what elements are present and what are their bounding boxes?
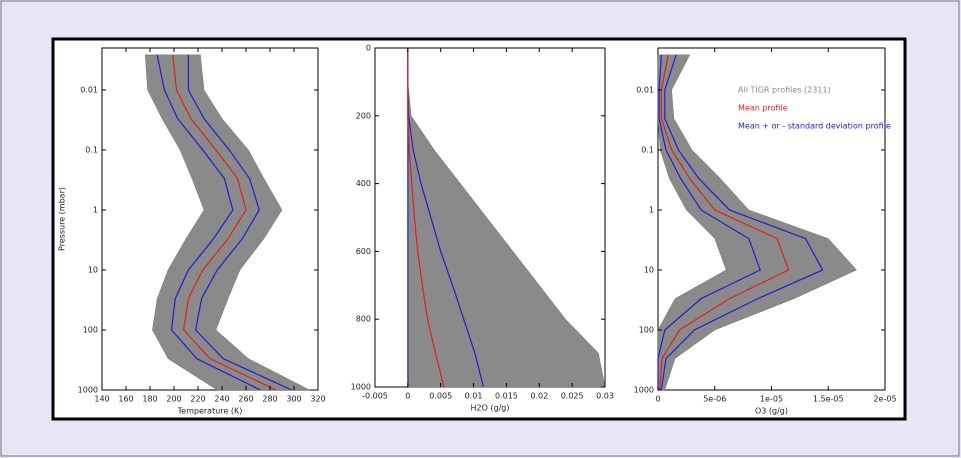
y-tick-label: 0.1 <box>85 145 98 154</box>
x-tick-label: 5e-06 <box>703 395 726 404</box>
x-tick-label: 260 <box>238 395 253 404</box>
y-tick-label: 1000 <box>78 386 98 395</box>
y-axis-label: Pressure (mbar) <box>58 187 67 251</box>
y-tick-label: 0.1 <box>641 145 654 154</box>
profile-line <box>156 54 261 391</box>
y-tick-label: 1000 <box>351 383 371 392</box>
y-tick-label: 400 <box>356 179 371 188</box>
y-tick-label: 10 <box>88 265 98 274</box>
profile-line <box>187 54 292 391</box>
y-tick-label: 0 <box>366 44 371 53</box>
profile-line <box>657 54 761 390</box>
x-tick-label: 2e-05 <box>873 395 896 404</box>
y-tick-label: 800 <box>356 315 371 324</box>
x-tick-label: 200 <box>166 395 181 404</box>
profile-line <box>172 54 277 391</box>
x-tick-label: 320 <box>310 395 325 404</box>
x-tick-label: 0 <box>405 392 410 401</box>
x-axis-label: Temperature (K) <box>177 407 243 416</box>
x-tick-label: 280 <box>262 395 277 404</box>
x-axis-label: O3 (g/g) <box>755 407 788 416</box>
x-tick-label: 1.5e-05 <box>813 395 844 404</box>
profile-envelope <box>144 54 310 391</box>
x-tick-label: 0.005 <box>429 392 452 401</box>
y-tick-label: 200 <box>356 111 371 120</box>
y-tick-label: 600 <box>356 247 371 256</box>
legend-entry: Mean profile <box>738 104 788 113</box>
x-tick-label: 1e-05 <box>760 395 783 404</box>
x-tick-label: 0.025 <box>561 392 584 401</box>
x-axis-label: H2O (g/g) <box>470 404 509 413</box>
x-tick-label: 220 <box>190 395 205 404</box>
legend-entry: All TIGR profiles (2311) <box>738 86 831 95</box>
x-tick-label: 0.02 <box>530 392 548 401</box>
y-tick-label: 1 <box>649 205 654 214</box>
x-tick-label: 160 <box>118 395 133 404</box>
y-tick-label: 100 <box>639 325 654 334</box>
x-tick-label: 0 <box>655 395 660 404</box>
x-tick-label: 240 <box>214 395 229 404</box>
x-tick-label: 0.015 <box>495 392 518 401</box>
x-tick-label: 300 <box>286 395 301 404</box>
y-tick-label: 0.01 <box>80 85 98 94</box>
profile-line <box>659 54 790 391</box>
y-tick-label: 1 <box>93 205 98 214</box>
y-tick-label: 1000 <box>634 386 654 395</box>
x-tick-label: 180 <box>142 395 157 404</box>
profile-line <box>407 48 445 388</box>
x-tick-label: 140 <box>94 395 109 404</box>
y-tick-label: 0.01 <box>636 85 654 94</box>
x-tick-label: 0.03 <box>596 392 614 401</box>
profile-line <box>660 54 824 391</box>
y-tick-label: 10 <box>644 265 654 274</box>
legend-entry: Mean + or - standard deviation profile <box>738 122 891 131</box>
x-tick-label: 0.01 <box>465 392 483 401</box>
x-tick-label: -0.005 <box>362 392 388 401</box>
y-tick-label: 100 <box>83 325 98 334</box>
